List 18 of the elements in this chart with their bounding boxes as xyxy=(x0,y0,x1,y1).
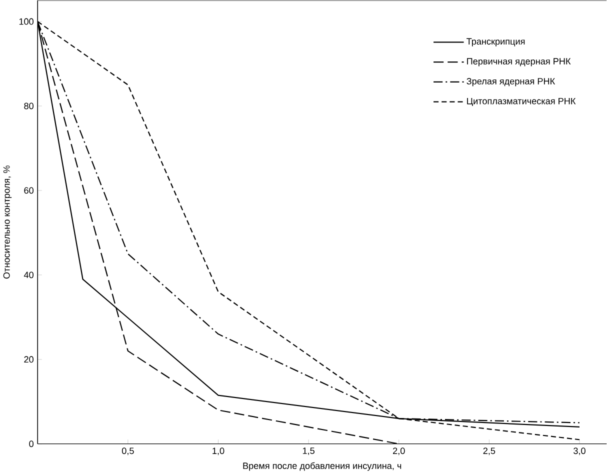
legend-label: Зрелая ядерная РНК xyxy=(466,78,556,86)
y-tick-label: 0 xyxy=(29,440,34,448)
y-tick-label: 40 xyxy=(24,272,34,278)
legend-label: Цитоплазматическая РНК xyxy=(467,98,576,106)
x-tick-label: 2,5 xyxy=(483,448,496,456)
x-tick-label: 1,5 xyxy=(302,448,314,455)
legend-label: Первичная ядерная РНК xyxy=(467,58,571,66)
x-tick-label: 1,0 xyxy=(212,448,224,456)
y-tick-label: 20 xyxy=(24,356,34,363)
y-axis-title: Относительно контроля, % xyxy=(3,166,12,279)
x-tick-label: 3,0 xyxy=(574,448,586,456)
x-tick-label: 2,0 xyxy=(393,448,405,456)
y-tick-label: 60 xyxy=(24,187,34,194)
legend-label: Транскрипция xyxy=(466,38,525,46)
x-tick-label: 0,5 xyxy=(122,448,134,456)
x-axis-title: Время после добавления инсулина, ч xyxy=(243,462,402,471)
y-tick-label: 80 xyxy=(24,102,34,110)
y-tick-label: 100 xyxy=(19,18,34,25)
